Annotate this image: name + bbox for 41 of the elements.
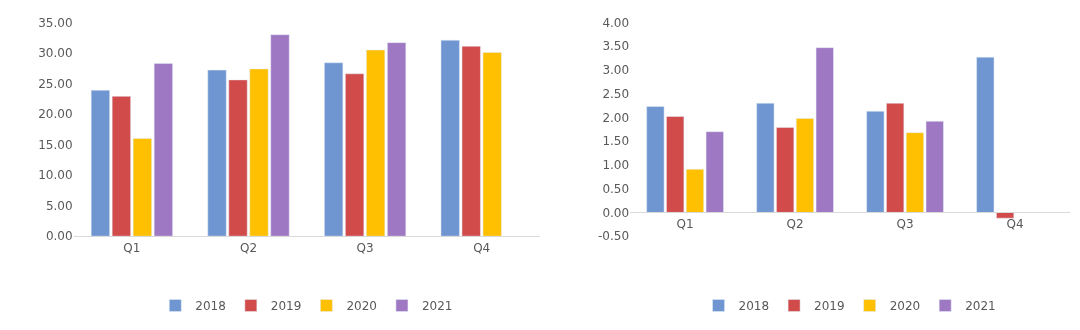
y-tick-label: 5.00 [45, 198, 73, 213]
legend-label: 2019 [814, 299, 845, 314]
y-tick-label: 0.50 [602, 181, 630, 196]
y-tick-label: 20.00 [38, 107, 73, 122]
bar [132, 138, 152, 237]
bar [387, 42, 407, 237]
legend-label: 2021 [421, 299, 453, 314]
legend-label: 2020 [346, 299, 377, 314]
y-tick-label: 10.00 [38, 168, 73, 183]
y-tick-label: 25.00 [38, 76, 73, 91]
y-tick-label: 0.00 [602, 205, 630, 220]
legend-label: 2021 [965, 299, 996, 314]
legend-label: 2019 [270, 299, 302, 314]
y-tick-label: 3.50 [602, 39, 630, 54]
x-tick-label: Q3 [896, 216, 914, 231]
y-tick-label: -0.50 [598, 229, 630, 244]
legend-label: 2018 [195, 299, 226, 314]
x-tick-label: Q4 [473, 240, 491, 255]
x-tick-label: Q2 [239, 240, 258, 255]
bar [111, 96, 131, 237]
y-tick-label: 1.00 [602, 158, 630, 173]
y-tick-label: 3.00 [602, 63, 630, 78]
y-tick-label: 35.00 [38, 15, 73, 30]
bar [90, 90, 110, 237]
y-tick-label: 4.00 [602, 15, 630, 30]
bar [976, 56, 995, 213]
y-tick-label: 2.50 [602, 86, 630, 101]
bar [366, 49, 386, 237]
y-tick-label: 1.50 [602, 134, 630, 149]
legend-label: 2020 [889, 299, 921, 314]
x-tick-label: Q1 [123, 240, 141, 255]
y-tick-label: 0.00 [45, 229, 73, 244]
bar [153, 63, 173, 237]
y-tick-label: 2.00 [602, 110, 630, 125]
y-tick-label: 15.00 [38, 137, 73, 152]
x-tick-label: Q2 [786, 216, 804, 231]
x-tick-label: Q4 [1006, 216, 1024, 231]
legend-label: 2018 [738, 299, 770, 314]
x-tick-label: Q3 [356, 240, 374, 255]
x-tick-label: Q1 [676, 216, 694, 231]
y-tick-label: 30.00 [38, 46, 73, 61]
